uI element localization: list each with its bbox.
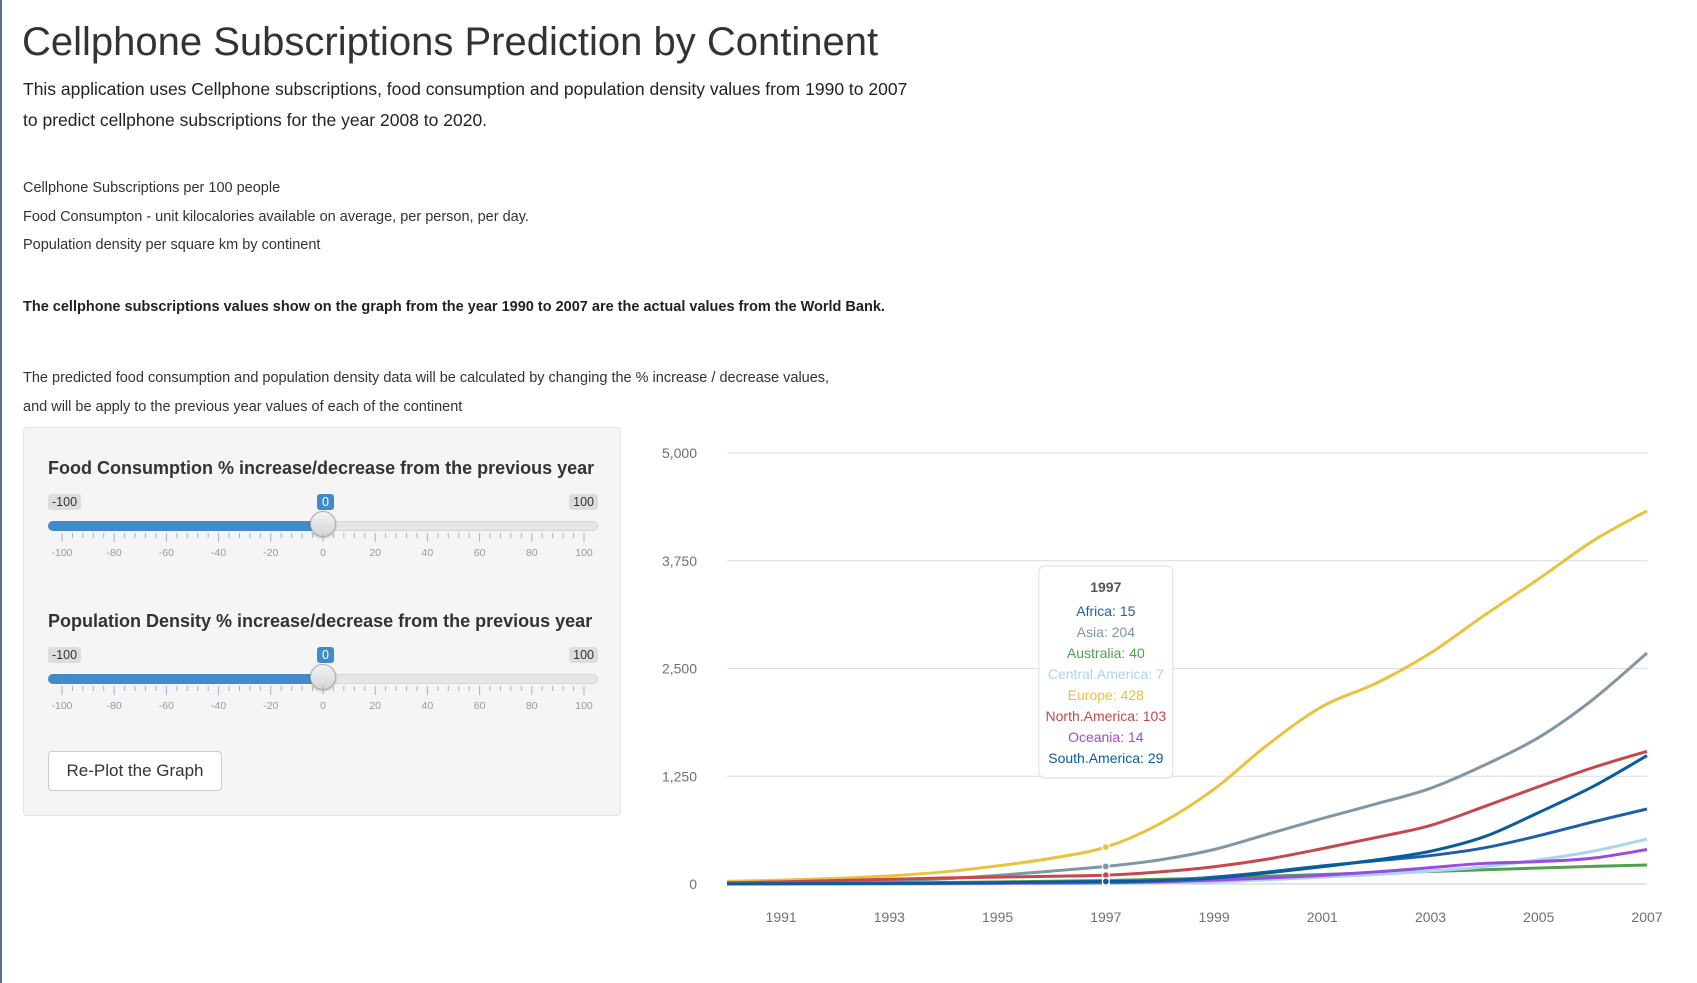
- population-tick-label: 40: [422, 700, 434, 712]
- y-tick-label: 3,750: [662, 553, 697, 569]
- population-tick-label: 0: [320, 700, 326, 712]
- description-line-2: and will be apply to the previous year v…: [23, 399, 463, 415]
- y-tick-label: 1,250: [662, 768, 697, 784]
- tooltip-row: Africa: 15: [1076, 603, 1135, 619]
- description-line-1: The predicted food consumption and popul…: [23, 370, 830, 386]
- population-slider-fill: [48, 674, 323, 684]
- food-tick-label: 60: [474, 547, 486, 559]
- page-title: Cellphone Subscriptions Prediction by Co…: [22, 20, 879, 64]
- replot-button[interactable]: Re-Plot the Graph: [48, 751, 222, 791]
- x-tick-label: 2001: [1307, 909, 1338, 925]
- definition-population: Population density per square km by cont…: [23, 237, 321, 253]
- tooltip-row: Europe: 428: [1068, 687, 1144, 703]
- tooltip-box: [1038, 565, 1174, 779]
- food-tick-label: -60: [159, 547, 174, 559]
- population-tick-label: 20: [369, 700, 381, 712]
- population-tick-label: 80: [526, 700, 538, 712]
- population-tick-label: -40: [211, 700, 226, 712]
- food-consumption-control: Food Consumption % increase/decrease fro…: [48, 458, 598, 578]
- food-tick-label: -40: [211, 547, 226, 559]
- definitions: Cellphone Subscriptions per 100 people F…: [23, 174, 529, 260]
- x-tick-label: 2003: [1415, 909, 1446, 925]
- food-tick-label: -80: [107, 547, 122, 559]
- controls-panel: Food Consumption % increase/decrease fro…: [23, 427, 621, 816]
- food-tick-label: 20: [369, 547, 381, 559]
- population-value-badge: 0: [317, 647, 334, 663]
- food-min-badge: -100: [48, 494, 82, 510]
- tooltip-row: North.America: 103: [1046, 708, 1167, 724]
- population-tick-label: 100: [575, 700, 593, 712]
- definition-cellphone: Cellphone Subscriptions per 100 people: [23, 180, 281, 196]
- definition-food: Food Consumpton - unit kilocalories avai…: [23, 208, 529, 225]
- food-tick-label: 80: [526, 547, 538, 559]
- intro-text: This application uses Cellphone subscrip…: [23, 74, 907, 136]
- population-tick-label: 60: [474, 700, 486, 712]
- population-slider-ticks: -100 -80 -60 -40 -20 0 20 40 60 80 100: [51, 686, 593, 712]
- tooltip-row: Asia: 204: [1077, 624, 1136, 640]
- food-value-badge: 0: [317, 494, 334, 510]
- x-tick-label: 1999: [1198, 909, 1229, 925]
- tooltip-row: Australia: 40: [1067, 645, 1145, 661]
- y-tick-label: 2,500: [662, 661, 697, 677]
- food-consumption-label: Food Consumption % increase/decrease fro…: [48, 458, 595, 478]
- prediction-description: The predicted food consumption and popul…: [23, 364, 829, 422]
- food-slider-fill: [48, 521, 323, 531]
- food-slider-ticks: -100 -80 -60 -40 -20 0 20 40 60 80 100: [51, 533, 593, 559]
- tooltip-row: Oceania: 14: [1068, 729, 1144, 745]
- series-line-north-america[interactable]: [726, 749, 1648, 885]
- population-slider-handle[interactable]: [310, 664, 336, 690]
- hover-point-europe: [1101, 843, 1110, 852]
- tooltip-row: South.America: 29: [1048, 750, 1163, 766]
- x-tick-label: 1993: [874, 909, 905, 925]
- x-tick-label: 1991: [766, 909, 797, 925]
- y-tick-label: 0: [689, 876, 697, 892]
- y-tick-label: 5,000: [662, 445, 697, 461]
- population-max-badge: 100: [569, 647, 598, 663]
- intro-line-1: This application uses Cellphone subscrip…: [23, 79, 908, 99]
- population-density-control: Population Density % increase/decrease f…: [48, 611, 598, 731]
- series-line-asia[interactable]: [726, 651, 1648, 885]
- series-line-europe[interactable]: [726, 509, 1648, 883]
- x-tick-label: 1995: [982, 909, 1013, 925]
- x-tick-label: 1997: [1090, 909, 1121, 925]
- food-max-badge: 100: [569, 494, 598, 510]
- tooltip-row: Central.America: 7: [1048, 666, 1164, 682]
- x-tick-label: 2007: [1631, 909, 1662, 925]
- food-tick-label: 0: [320, 547, 326, 559]
- series-line-africa[interactable]: [726, 807, 1648, 886]
- population-tick-label: -60: [159, 700, 174, 712]
- food-tick-label: 100: [575, 547, 593, 559]
- series-line-south-america[interactable]: [726, 754, 1648, 886]
- population-density-label: Population Density % increase/decrease f…: [48, 611, 593, 631]
- population-tick-label: -80: [107, 700, 122, 712]
- hover-point-asia: [1101, 862, 1110, 871]
- x-tick-label: 2005: [1523, 909, 1554, 925]
- intro-line-2: to predict cellphone subscriptions for t…: [23, 110, 488, 130]
- food-tick-label: -20: [263, 547, 278, 559]
- population-tick-label: -20: [263, 700, 278, 712]
- food-tick-label: 40: [422, 547, 434, 559]
- tooltip-year: 1997: [1090, 579, 1121, 595]
- world-bank-note: The cellphone subscriptions values show …: [23, 299, 885, 315]
- chart-tooltip: 1997 Africa: 15 Asia: 204 Australia: 40 Cent…: [1038, 565, 1174, 779]
- population-min-badge: -100: [48, 647, 82, 663]
- population-tick-label: -100: [51, 700, 72, 712]
- food-tick-label: -100: [51, 547, 72, 559]
- hover-point-south-america: [1101, 877, 1110, 886]
